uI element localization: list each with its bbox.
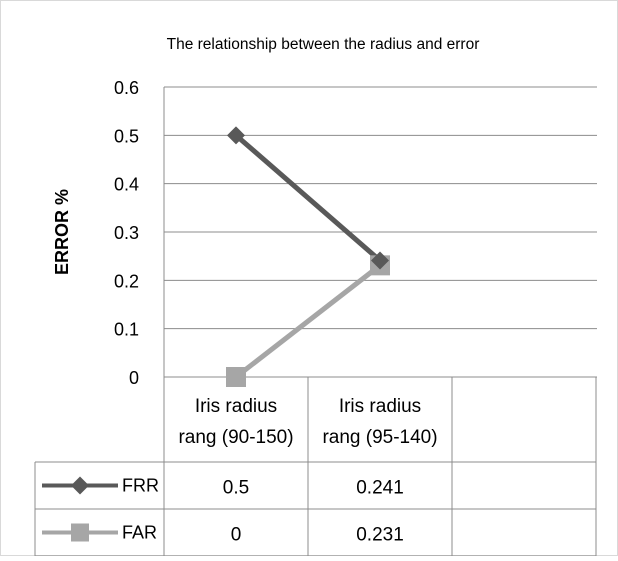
table-value: 0.241 (356, 478, 404, 499)
table-value: 0.231 (356, 525, 404, 546)
legend-marker-square (71, 523, 89, 542)
category-label: rang (90-150) (178, 427, 293, 448)
y-tick-label: 0.5 (114, 126, 139, 146)
legend-label: FAR (122, 523, 157, 543)
series-line-far (234, 263, 382, 379)
y-tick-label: 0.3 (114, 223, 139, 243)
y-tick-label: 0.6 (114, 78, 139, 98)
series-line-frr (234, 133, 382, 263)
category-label: rang (95-140) (322, 427, 437, 448)
legend-marker-diamond (71, 476, 89, 495)
y-tick-label: 0.4 (114, 175, 139, 195)
table-value: 0.5 (223, 478, 249, 499)
category-label: Iris radius (195, 396, 277, 417)
y-tick-label: 0 (129, 368, 139, 388)
data-table: Iris radius rang (90-150) Iris radius rang … (34, 87, 597, 557)
y-tick-label: 0.1 (114, 320, 139, 340)
data-point-far (226, 367, 246, 387)
category-label: Iris radius (339, 396, 421, 417)
data-point-frr (227, 126, 245, 145)
chart-title: The relationship between the radius and … (167, 36, 480, 53)
legend-label: FRR (122, 476, 159, 496)
table-value: 0 (231, 525, 242, 546)
data-point-frr (371, 251, 389, 270)
y-tick-label: 0.2 (114, 271, 139, 291)
y-axis-label: ERROR % (52, 189, 72, 275)
series-layer (226, 126, 390, 387)
y-axis-ticks: 0 0.1 0.2 0.3 0.4 0.5 0.6 (114, 78, 139, 388)
